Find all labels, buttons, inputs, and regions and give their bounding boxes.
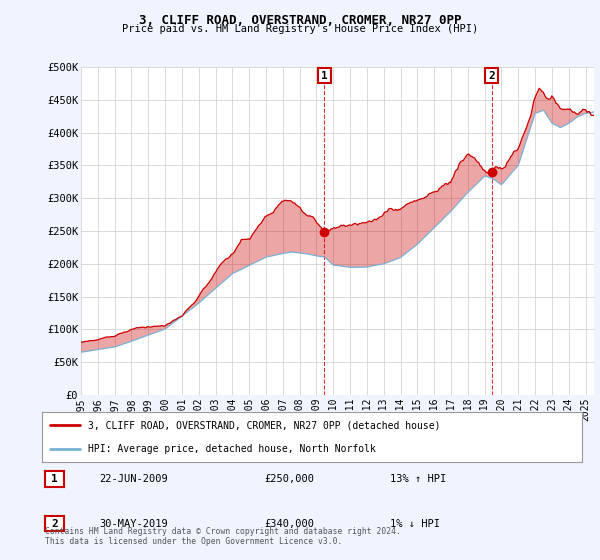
Text: HPI: Average price, detached house, North Norfolk: HPI: Average price, detached house, Nort… <box>88 445 376 454</box>
Text: 30-MAY-2019: 30-MAY-2019 <box>99 519 168 529</box>
Text: 2: 2 <box>488 71 495 81</box>
Text: Price paid vs. HM Land Registry's House Price Index (HPI): Price paid vs. HM Land Registry's House … <box>122 24 478 34</box>
Text: 1: 1 <box>321 71 328 81</box>
Text: £340,000: £340,000 <box>264 519 314 529</box>
Text: 1% ↓ HPI: 1% ↓ HPI <box>390 519 440 529</box>
Text: 1: 1 <box>51 474 58 484</box>
Text: 22-JUN-2009: 22-JUN-2009 <box>99 474 168 484</box>
Text: 3, CLIFF ROAD, OVERSTRAND, CROMER, NR27 0PP (detached house): 3, CLIFF ROAD, OVERSTRAND, CROMER, NR27 … <box>88 420 440 430</box>
Text: Contains HM Land Registry data © Crown copyright and database right 2024.
This d: Contains HM Land Registry data © Crown c… <box>45 526 401 546</box>
Text: 3, CLIFF ROAD, OVERSTRAND, CROMER, NR27 0PP: 3, CLIFF ROAD, OVERSTRAND, CROMER, NR27 … <box>139 14 461 27</box>
Text: £250,000: £250,000 <box>264 474 314 484</box>
Text: 13% ↑ HPI: 13% ↑ HPI <box>390 474 446 484</box>
Text: 2: 2 <box>51 519 58 529</box>
